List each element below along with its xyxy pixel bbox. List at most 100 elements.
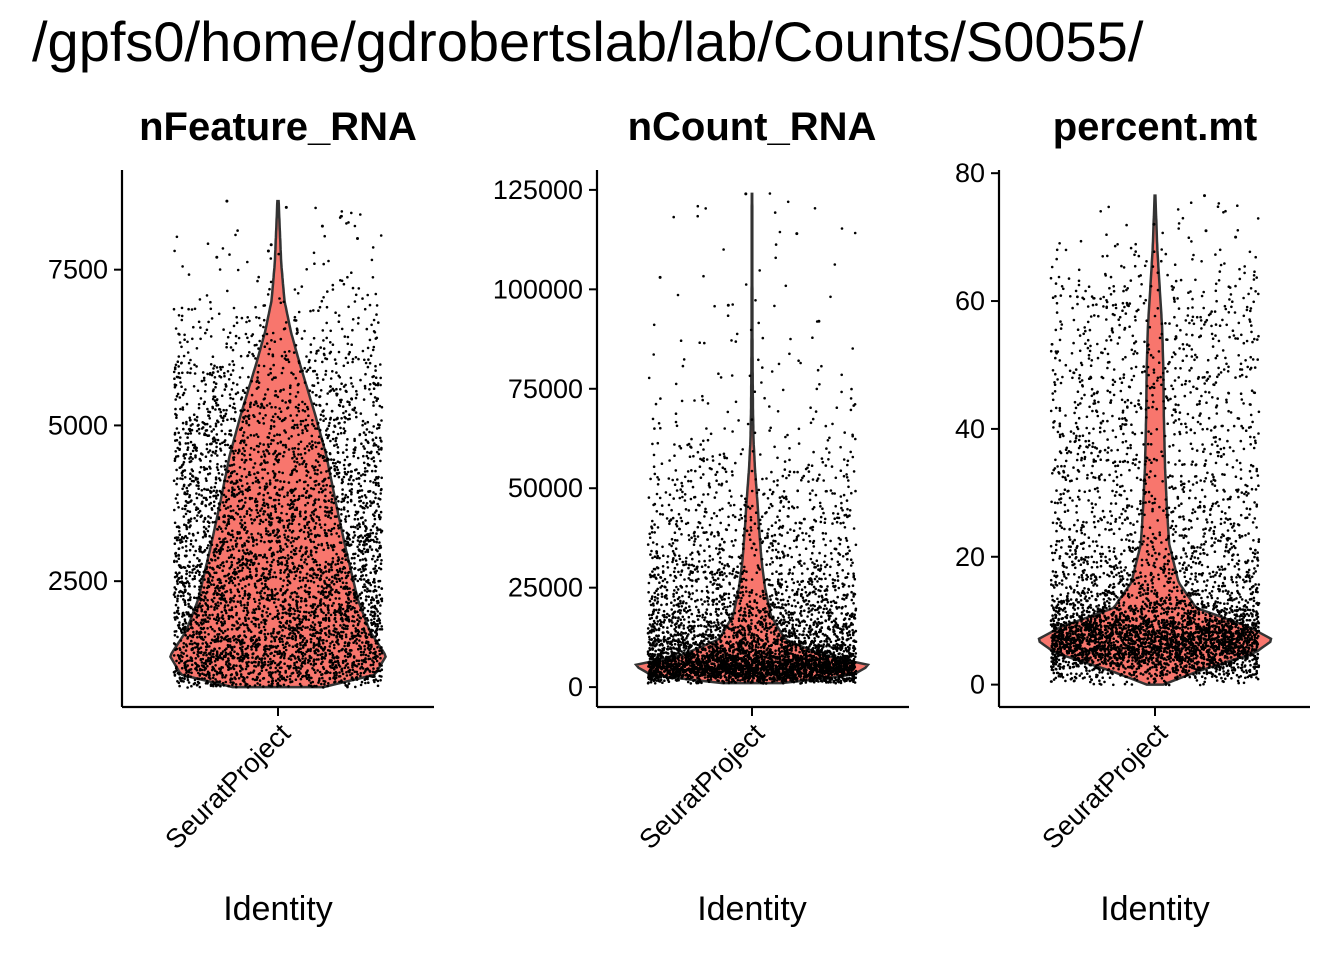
- data-point: [193, 641, 196, 645]
- data-point: [232, 509, 235, 512]
- data-point: [188, 634, 192, 637]
- data-point: [173, 673, 177, 676]
- data-point: [338, 579, 342, 582]
- data-point: [248, 458, 252, 461]
- data-point: [370, 618, 373, 622]
- data-point: [318, 670, 322, 674]
- data-point: [197, 655, 200, 658]
- data-point: [246, 566, 249, 569]
- data-point: [268, 479, 272, 482]
- data-point: [190, 606, 193, 609]
- data-point: [260, 621, 263, 624]
- data-point: [188, 659, 192, 662]
- data-point: [267, 506, 270, 509]
- data-point: [262, 625, 266, 629]
- data-point: [378, 619, 382, 622]
- data-point: [349, 475, 352, 479]
- data-point: [313, 643, 316, 647]
- data-point: [338, 680, 341, 684]
- data-point: [198, 545, 202, 548]
- data-point: [324, 570, 328, 573]
- data-point: [276, 609, 280, 612]
- data-point: [312, 402, 316, 406]
- data-point: [260, 582, 264, 585]
- data-point: [325, 336, 329, 340]
- data-point: [230, 446, 234, 449]
- data-point: [361, 641, 364, 644]
- data-point: [286, 503, 290, 506]
- data-point: [232, 381, 235, 385]
- data-point: [279, 547, 283, 550]
- data-point: [209, 656, 212, 660]
- data-point: [287, 667, 291, 670]
- data-point: [293, 655, 296, 658]
- data-point: [667, 477, 671, 480]
- data-point: [246, 316, 249, 319]
- data-point: [231, 488, 234, 492]
- data-point: [260, 507, 264, 510]
- data-point: [207, 676, 211, 679]
- data-point: [341, 672, 345, 676]
- data-point: [221, 569, 224, 572]
- data-point: [236, 600, 240, 603]
- data-point: [366, 420, 370, 424]
- data-point: [194, 657, 198, 660]
- data-point: [206, 664, 209, 668]
- data-point: [220, 492, 223, 495]
- data-point: [329, 377, 333, 380]
- data-point: [214, 678, 217, 681]
- data-point: [274, 406, 277, 409]
- data-point: [363, 307, 367, 311]
- data-point: [177, 564, 181, 567]
- data-point: [173, 591, 177, 594]
- data-point: [193, 502, 196, 506]
- data-point: [324, 653, 328, 657]
- data-point: [328, 452, 332, 455]
- data-point: [213, 376, 217, 379]
- data-point: [367, 640, 370, 644]
- data-point: [298, 576, 302, 579]
- data-point: [271, 677, 274, 680]
- data-point: [229, 509, 233, 513]
- data-point: [274, 575, 278, 579]
- data-point: [254, 476, 258, 480]
- data-point: [342, 623, 346, 627]
- data-point: [231, 515, 234, 519]
- data-point: [301, 579, 305, 582]
- data-point: [349, 470, 353, 473]
- data-point: [377, 452, 381, 456]
- data-point: [365, 502, 369, 505]
- data-point: [362, 501, 365, 505]
- data-point: [195, 429, 199, 433]
- data-point: [293, 288, 297, 291]
- panel-0: nFeature_RNA250050007500SeuratProjectIde…: [48, 105, 434, 928]
- data-point: [301, 634, 304, 638]
- data-point: [263, 632, 267, 636]
- data-point: [367, 654, 370, 658]
- data-point: [364, 496, 368, 499]
- data-point: [314, 671, 317, 674]
- data-point: [364, 681, 367, 685]
- data-point: [364, 668, 368, 671]
- data-point: [333, 515, 337, 518]
- data-point: [257, 381, 261, 385]
- data-point: [181, 677, 184, 680]
- data-point: [364, 657, 367, 660]
- data-point: [195, 347, 199, 350]
- data-point: [292, 552, 296, 556]
- data-point: [376, 610, 380, 613]
- data-point: [232, 482, 236, 485]
- data-point: [272, 654, 276, 658]
- data-point: [339, 541, 343, 544]
- data-point: [286, 579, 290, 582]
- data-point: [267, 452, 271, 455]
- data-point: [277, 632, 280, 635]
- data-point: [263, 591, 267, 595]
- data-point: [266, 293, 270, 296]
- data-point: [272, 420, 276, 423]
- data-point: [176, 594, 180, 598]
- data-point: [253, 664, 256, 668]
- data-point: [336, 559, 340, 562]
- data-point: [181, 507, 184, 511]
- data-point: [365, 428, 369, 431]
